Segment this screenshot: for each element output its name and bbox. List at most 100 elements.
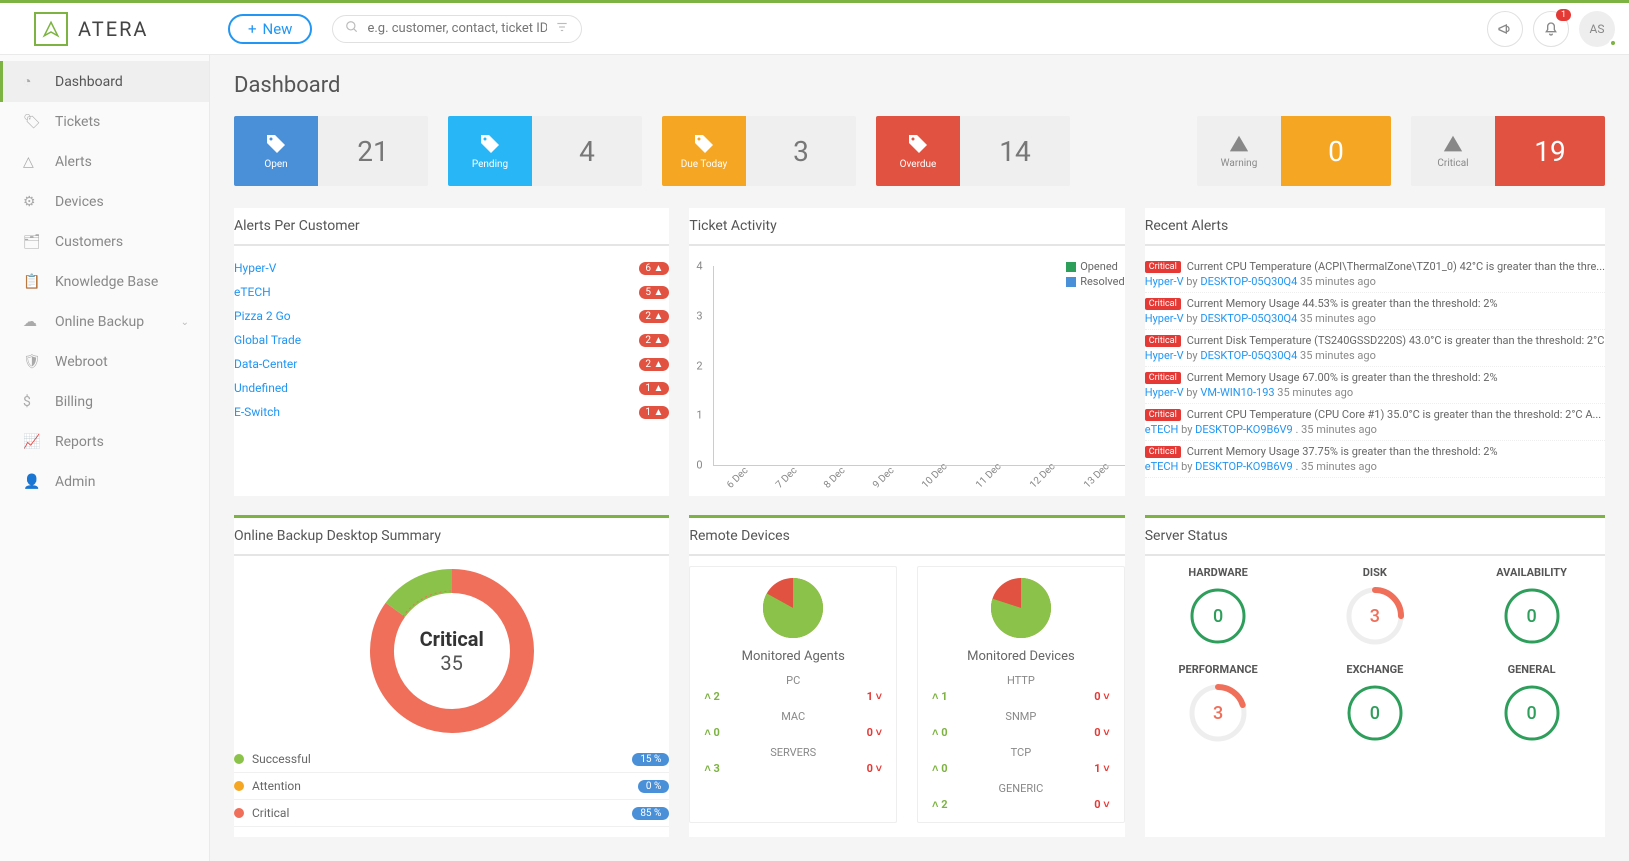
alert-time: 35 minutes ago (1277, 386, 1353, 399)
alert-time: . 35 minutes ago (1295, 460, 1376, 473)
customer-link[interactable]: Data-Center (234, 357, 297, 371)
sidebar-item-customers[interactable]: 🗂 Customers (0, 222, 209, 262)
alert-device-link[interactable]: DESKTOP-KO9B6V9 (1195, 460, 1293, 473)
status-item-disk[interactable]: DISK 3 (1301, 566, 1448, 645)
sidebar-item-alerts[interactable]: △ Alerts (0, 142, 209, 182)
customer-link[interactable]: Pizza 2 Go (234, 309, 291, 323)
alert-count-badge: 2 ▲ (639, 334, 669, 347)
tile-due-today[interactable]: Due Today 3 (662, 116, 856, 186)
remote-row-label: PC (704, 674, 882, 687)
sidebar-item-dashboard[interactable]: ◔ Dashboard (0, 61, 209, 102)
customer-alert-row: eTECH 5 ▲ (234, 280, 669, 304)
customer-link[interactable]: Hyper-V (234, 261, 276, 275)
customer-link[interactable]: Global Trade (234, 333, 301, 347)
tag-icon (478, 132, 502, 156)
sidebar-item-label: Customers (55, 234, 123, 250)
status-item-general[interactable]: GENERAL 0 (1458, 663, 1605, 742)
tile-label: Due Today (681, 159, 728, 170)
backup-summary-card: Online Backup Desktop Summary Critical 3… (234, 516, 669, 837)
x-label: 7 Dec (774, 465, 800, 491)
alert-device-link[interactable]: DESKTOP-KO9B6V9 (1195, 423, 1293, 436)
sidebar-item-devices[interactable]: ⚙ Devices (0, 182, 209, 222)
up-count: ˄ 2 (932, 798, 947, 811)
alert-device-link[interactable]: VM-WIN10-193 (1200, 386, 1274, 399)
pie-icon (758, 573, 828, 643)
new-button[interactable]: + New (228, 14, 312, 44)
sidebar-icon: ☁ (23, 314, 41, 330)
severity-badge: Critical (1145, 409, 1181, 421)
customer-link[interactable]: E-Switch (234, 405, 280, 419)
remote-devices-card: Remote Devices Monitored Agents PC ˄ 2 1… (689, 516, 1124, 837)
alert-customer-link[interactable]: eTECH (1145, 460, 1179, 473)
sidebar-item-label: Admin (55, 474, 95, 490)
severity-badge: Critical (1145, 446, 1181, 458)
status-item-performance[interactable]: PERFORMANCE 3 (1145, 663, 1292, 742)
tile-label: Critical (1437, 158, 1468, 169)
user-avatar[interactable]: AS (1579, 11, 1615, 47)
alert-customer-link[interactable]: Hyper-V (1145, 312, 1184, 325)
remote-row-label: SNMP (932, 710, 1110, 723)
sidebar-icon: 📈 (23, 434, 41, 450)
tile-value: 0 (1281, 116, 1391, 186)
sidebar-item-online-backup[interactable]: ☁ Online Backup⌄ (0, 302, 209, 342)
legend-label: Critical (252, 806, 289, 820)
search-input[interactable] (367, 21, 547, 36)
alert-device-link[interactable]: DESKTOP-05Q30Q4 (1200, 275, 1297, 288)
alert-count-badge: 2 ▲ (639, 358, 669, 371)
status-label: AVAILABILITY (1496, 566, 1567, 579)
alert-device-link[interactable]: DESKTOP-05Q30Q4 (1200, 312, 1297, 325)
ticket-activity-card: Ticket Activity OpenedResolved 01234 6 D… (689, 208, 1124, 496)
announcements-icon[interactable] (1487, 11, 1523, 47)
sidebar-item-admin[interactable]: 👤 Admin (0, 462, 209, 502)
sidebar-item-knowledge-base[interactable]: 📋 Knowledge Base (0, 262, 209, 302)
server-status-card: Server Status HARDWARE 0 DISK 3 AVAILABI… (1145, 516, 1605, 837)
remote-card-title: Monitored Devices (967, 649, 1075, 664)
status-label: DISK (1363, 566, 1387, 579)
status-label: PERFORMANCE (1178, 663, 1257, 676)
tile-overdue[interactable]: Overdue 14 (876, 116, 1070, 186)
alert-customer-link[interactable]: Hyper-V (1145, 275, 1184, 288)
notifications-icon[interactable]: 1 (1533, 11, 1569, 47)
sidebar-item-tickets[interactable]: 🏷 Tickets (0, 102, 209, 142)
status-item-hardware[interactable]: HARDWARE 0 (1145, 566, 1292, 645)
card-title: Server Status (1145, 518, 1605, 556)
search-wrap[interactable] (332, 15, 582, 43)
notification-badge: 1 (1556, 9, 1571, 21)
alert-customer-link[interactable]: Hyper-V (1145, 386, 1184, 399)
up-count: ˄ 0 (704, 726, 719, 739)
filter-icon[interactable] (555, 20, 569, 38)
tile-warning[interactable]: Warning 0 (1197, 116, 1391, 186)
sidebar-item-webroot[interactable]: 🛡 Webroot (0, 342, 209, 382)
alert-count-badge: 6 ▲ (639, 262, 669, 275)
sidebar-icon: 🏷 (23, 114, 41, 130)
status-item-exchange[interactable]: EXCHANGE 0 (1301, 663, 1448, 742)
status-item-availability[interactable]: AVAILABILITY 0 (1458, 566, 1605, 645)
customer-link[interactable]: eTECH (234, 285, 271, 299)
tile-pending[interactable]: Pending 4 (448, 116, 642, 186)
new-button-label: New (263, 20, 293, 38)
recent-alert-row: Critical Current Memory Usage 44.53% is … (1145, 293, 1605, 330)
customer-link[interactable]: Undefined (234, 381, 288, 395)
sidebar-icon: 🗂 (23, 234, 41, 250)
tile-critical[interactable]: Critical 19 (1411, 116, 1605, 186)
card-title: Recent Alerts (1145, 208, 1605, 246)
alert-customer-link[interactable]: Hyper-V (1145, 349, 1184, 362)
status-value: 3 (1370, 606, 1380, 627)
alert-device-link[interactable]: DESKTOP-05Q30Q4 (1200, 349, 1297, 362)
status-label: GENERAL (1508, 663, 1556, 676)
customer-alert-row: Undefined 1 ▲ (234, 376, 669, 400)
sidebar-item-reports[interactable]: 📈 Reports (0, 422, 209, 462)
tile-label: Overdue (900, 159, 937, 170)
tile-open[interactable]: Open 21 (234, 116, 428, 186)
sidebar-item-billing[interactable]: $ Billing (0, 382, 209, 422)
x-label: 6 Dec (725, 465, 751, 491)
legend-pct: 0 % (638, 780, 669, 793)
plus-icon: + (248, 20, 257, 38)
header: ATERA + New 1 AS (0, 3, 1629, 55)
recent-alert-row: Critical Current Memory Usage 67.00% is … (1145, 367, 1605, 404)
remote-row-label: SERVERS (704, 746, 882, 759)
status-value: 0 (1370, 703, 1380, 724)
alert-customer-link[interactable]: eTECH (1145, 423, 1179, 436)
x-label: 9 Dec (871, 465, 897, 491)
alert-count-badge: 2 ▲ (639, 310, 669, 323)
